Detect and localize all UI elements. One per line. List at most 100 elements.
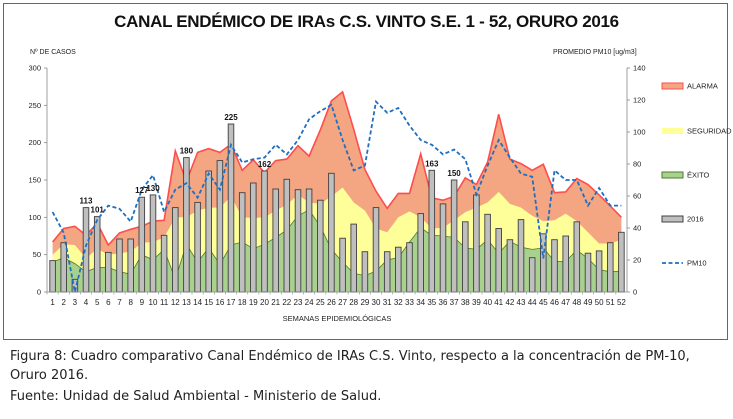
bar-2016-week-7 bbox=[116, 238, 123, 293]
y-axis-label: Nº DE CASOS bbox=[30, 49, 76, 56]
bar-2016-week-20 bbox=[261, 170, 268, 293]
x-tick-label: 5 bbox=[95, 298, 100, 307]
bar-2016-week-16 bbox=[216, 160, 224, 293]
figure-caption: Figura 8: Cuadro comparativo Canal Endém… bbox=[10, 347, 725, 385]
y2-tick-label: 140 bbox=[633, 64, 646, 73]
caption-line-2: Oruro 2016. bbox=[10, 368, 89, 383]
data-label-week-9: 127 bbox=[135, 186, 149, 195]
bar-2016-week-25 bbox=[317, 199, 324, 293]
y-tick-label: 300 bbox=[28, 64, 41, 73]
x-tick-label: 18 bbox=[238, 298, 247, 307]
x-tick-label: 26 bbox=[327, 298, 336, 307]
data-label-week-4: 113 bbox=[80, 197, 93, 206]
chart-title: CANAL ENDÉMICO DE IRAs C.S. VINTO S.E. 1… bbox=[114, 12, 619, 31]
bar-2016-week-18 bbox=[238, 192, 246, 293]
y2-tick-label: 40 bbox=[633, 224, 641, 233]
y2-tick-label: 80 bbox=[633, 160, 641, 169]
data-label-week-10: 130 bbox=[146, 184, 160, 193]
x-tick-label: 20 bbox=[260, 298, 269, 307]
x-tick-label: 37 bbox=[450, 298, 459, 307]
y-tick-label: 0 bbox=[37, 288, 41, 297]
bar-2016-week-39 bbox=[473, 194, 480, 293]
x-tick-label: 32 bbox=[394, 298, 403, 307]
x-tick-label: 35 bbox=[427, 298, 436, 307]
bar-2016-week-51 bbox=[607, 242, 614, 293]
bar-2016-week-21 bbox=[272, 188, 279, 293]
x-tick-label: 49 bbox=[584, 298, 593, 307]
bar-2016-week-35 bbox=[428, 169, 436, 293]
x-tick-label: 46 bbox=[550, 298, 559, 307]
x-tick-label: 8 bbox=[128, 298, 133, 307]
bar-2016-week-8 bbox=[127, 238, 134, 293]
data-label-week-13: 180 bbox=[180, 147, 194, 156]
x-tick-label: 33 bbox=[405, 298, 414, 307]
caption-line-1: Figura 8: Cuadro comparativo Canal Endém… bbox=[10, 349, 690, 364]
bar-2016-week-48 bbox=[573, 221, 581, 293]
x-tick-label: 47 bbox=[561, 298, 570, 307]
x-tick-label: 41 bbox=[494, 298, 503, 307]
x-tick-label: 30 bbox=[372, 298, 381, 307]
y2-tick-label: 120 bbox=[633, 96, 646, 105]
legend-label-2016: 2016 bbox=[687, 215, 704, 224]
x-tick-label: 6 bbox=[106, 298, 111, 307]
bar-2016-week-44 bbox=[528, 257, 536, 293]
x-tick-label: 23 bbox=[294, 298, 303, 307]
bar-2016-week-38 bbox=[462, 221, 469, 293]
x-tick-label: 52 bbox=[617, 298, 626, 307]
x-tick-label: 3 bbox=[73, 298, 78, 307]
x-tick-label: 48 bbox=[572, 298, 581, 307]
legend-label-pm10: PM10 bbox=[687, 259, 707, 268]
x-tick-label: 17 bbox=[227, 298, 236, 307]
x-tick-label: 16 bbox=[215, 298, 224, 307]
x-tick-label: 11 bbox=[160, 298, 169, 307]
x-tick-label: 39 bbox=[472, 298, 481, 307]
bar-2016-week-30 bbox=[372, 207, 380, 293]
y2-tick-label: 60 bbox=[633, 192, 641, 201]
x-tick-label: 7 bbox=[117, 298, 122, 307]
y2-tick-label: 100 bbox=[633, 128, 646, 137]
bar-2016-week-37 bbox=[450, 179, 458, 293]
bar-2016-week-42 bbox=[506, 239, 514, 293]
x-tick-label: 34 bbox=[416, 298, 425, 307]
x-tick-label: 22 bbox=[282, 298, 291, 307]
bar-2016-week-34 bbox=[417, 213, 424, 293]
x-tick-label: 42 bbox=[505, 298, 514, 307]
legend-label-alarma: ALARMA bbox=[687, 82, 718, 91]
legend-label-exito: ÉXITO bbox=[687, 171, 710, 180]
bar-2016-week-47 bbox=[562, 235, 569, 293]
x-tick-label: 36 bbox=[439, 298, 448, 307]
x-tick-label: 15 bbox=[204, 298, 213, 307]
bar-2016-week-6 bbox=[105, 251, 112, 293]
x-tick-label: 50 bbox=[595, 298, 604, 307]
x-tick-label: 21 bbox=[271, 298, 280, 307]
bar-2016-week-2 bbox=[60, 242, 67, 293]
bar-2016-week-46 bbox=[551, 239, 558, 293]
legend-swatch-2016 bbox=[661, 215, 684, 223]
bar-2016-week-40 bbox=[484, 213, 491, 293]
x-tick-label: 4 bbox=[84, 298, 89, 307]
bar-2016-week-9 bbox=[138, 196, 146, 293]
bar-2016-week-36 bbox=[439, 203, 447, 293]
x-tick-label: 24 bbox=[305, 298, 314, 307]
pm10-line bbox=[51, 99, 622, 293]
x-tick-label: 13 bbox=[182, 298, 191, 307]
bar-2016-week-13 bbox=[183, 157, 190, 293]
x-tick-label: 19 bbox=[249, 298, 258, 307]
figure-source: Fuente: Unidad de Salud Ambiental - Mini… bbox=[10, 389, 382, 404]
y2-axis-label: PROMEDIO PM10 [ug/m3] bbox=[553, 49, 637, 56]
bar-2016-week-43 bbox=[517, 219, 525, 293]
x-tick-label: 27 bbox=[338, 298, 347, 307]
y2-tick-label: 0 bbox=[633, 288, 637, 297]
x-tick-label: 31 bbox=[383, 298, 392, 307]
data-label-week-5: 101 bbox=[91, 206, 105, 215]
bar-2016-week-12 bbox=[172, 207, 179, 293]
bar-2016-week-5 bbox=[93, 216, 101, 293]
bar-2016-week-1 bbox=[49, 260, 56, 293]
legend-label-seguridad: SEGURIDAD bbox=[687, 127, 732, 136]
x-tick-label: 12 bbox=[171, 298, 180, 307]
bar-2016-week-49 bbox=[584, 252, 592, 293]
x-tick-label: 44 bbox=[528, 298, 537, 307]
bar-2016-week-52 bbox=[618, 231, 625, 293]
bar-2016-week-32 bbox=[395, 246, 402, 293]
